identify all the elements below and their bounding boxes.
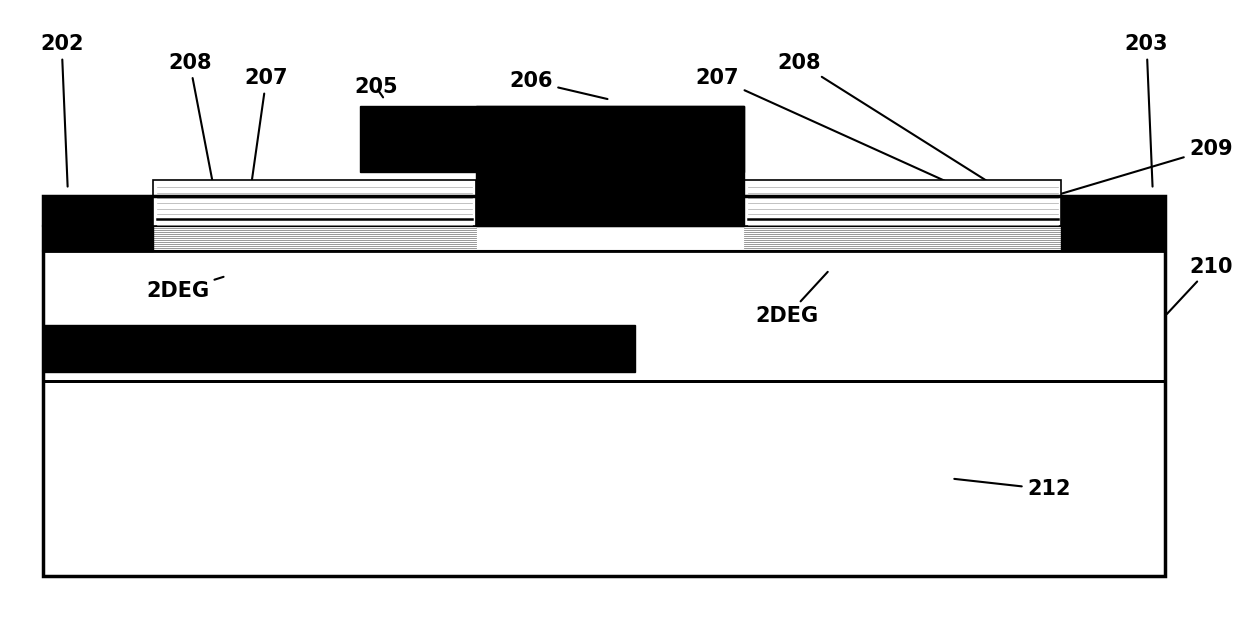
Text: 2DEG: 2DEG: [755, 272, 828, 326]
Bar: [361, 106, 744, 172]
Bar: [43, 195, 1164, 576]
Text: 209: 209: [1058, 139, 1233, 195]
Text: 212: 212: [955, 479, 1071, 499]
Text: 208: 208: [167, 53, 213, 187]
Bar: [153, 180, 476, 226]
Text: 210: 210: [1167, 257, 1233, 314]
Text: 2DEG: 2DEG: [146, 277, 223, 301]
Text: 207: 207: [244, 68, 288, 187]
Bar: [744, 180, 1061, 226]
Text: 206: 206: [510, 71, 608, 99]
Text: 203: 203: [1125, 34, 1168, 187]
Text: 202: 202: [40, 34, 83, 187]
Bar: [43, 195, 1164, 226]
Bar: [43, 326, 635, 372]
Text: 205: 205: [355, 78, 398, 97]
Bar: [43, 195, 153, 251]
Text: 208: 208: [777, 53, 998, 188]
Bar: [43, 381, 1164, 576]
Bar: [1061, 195, 1164, 251]
Text: 207: 207: [696, 68, 961, 188]
Bar: [43, 226, 1164, 251]
Bar: [43, 251, 1164, 381]
Bar: [476, 106, 744, 226]
